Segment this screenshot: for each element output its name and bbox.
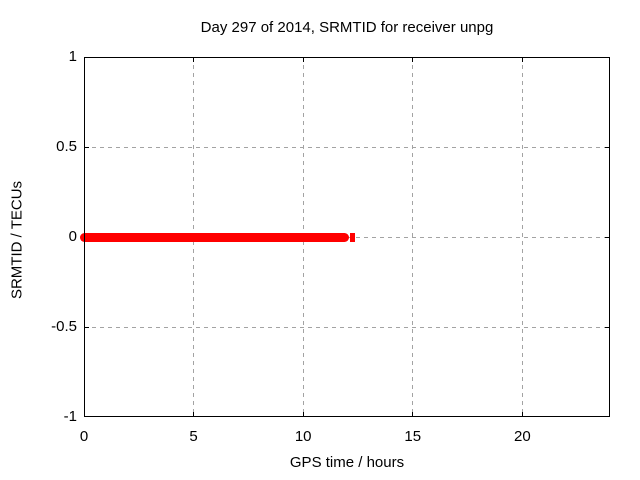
y-gridline: [84, 146, 610, 148]
chart-title: Day 297 of 2014, SRMTID for receiver unp…: [200, 19, 494, 36]
data-series-line: [350, 232, 355, 242]
y-tick-label: 0.5: [56, 138, 77, 155]
x-tick-label: 0: [79, 428, 89, 445]
x-tick-mark: [302, 412, 304, 417]
x-tick-label: 5: [189, 428, 198, 445]
x-tick-mark: [521, 412, 523, 417]
y-gridline: [84, 326, 610, 328]
x-tick-label: 15: [404, 428, 422, 445]
x-tick-mark: [521, 57, 523, 62]
y-tick-label: 1: [68, 48, 77, 65]
x-tick-mark: [302, 57, 304, 62]
y-tick-mark: [605, 236, 610, 238]
y-tick-label: -1: [63, 408, 77, 425]
data-series-line: [79, 232, 349, 242]
y-tick-mark: [84, 146, 89, 148]
y-axis-title: SRMTID / TECUs: [8, 180, 26, 300]
y-tick-mark: [84, 326, 89, 328]
x-tick-label: 20: [513, 428, 531, 445]
x-axis-title: GPS time / hours: [289, 454, 405, 471]
y-tick-mark: [605, 326, 610, 328]
x-tick-label: 10: [294, 428, 312, 445]
x-tick-mark: [193, 412, 195, 417]
x-tick-mark: [412, 57, 414, 62]
y-tick-mark: [605, 146, 610, 148]
x-tick-mark: [412, 412, 414, 417]
y-tick-label: -0.5: [51, 318, 77, 335]
y-tick-label: 0: [68, 228, 77, 245]
plot-area: 0 5 10 15 20 1 0.5 0 -0.5 -1: [51, 48, 610, 445]
x-tick-mark: [193, 57, 195, 62]
